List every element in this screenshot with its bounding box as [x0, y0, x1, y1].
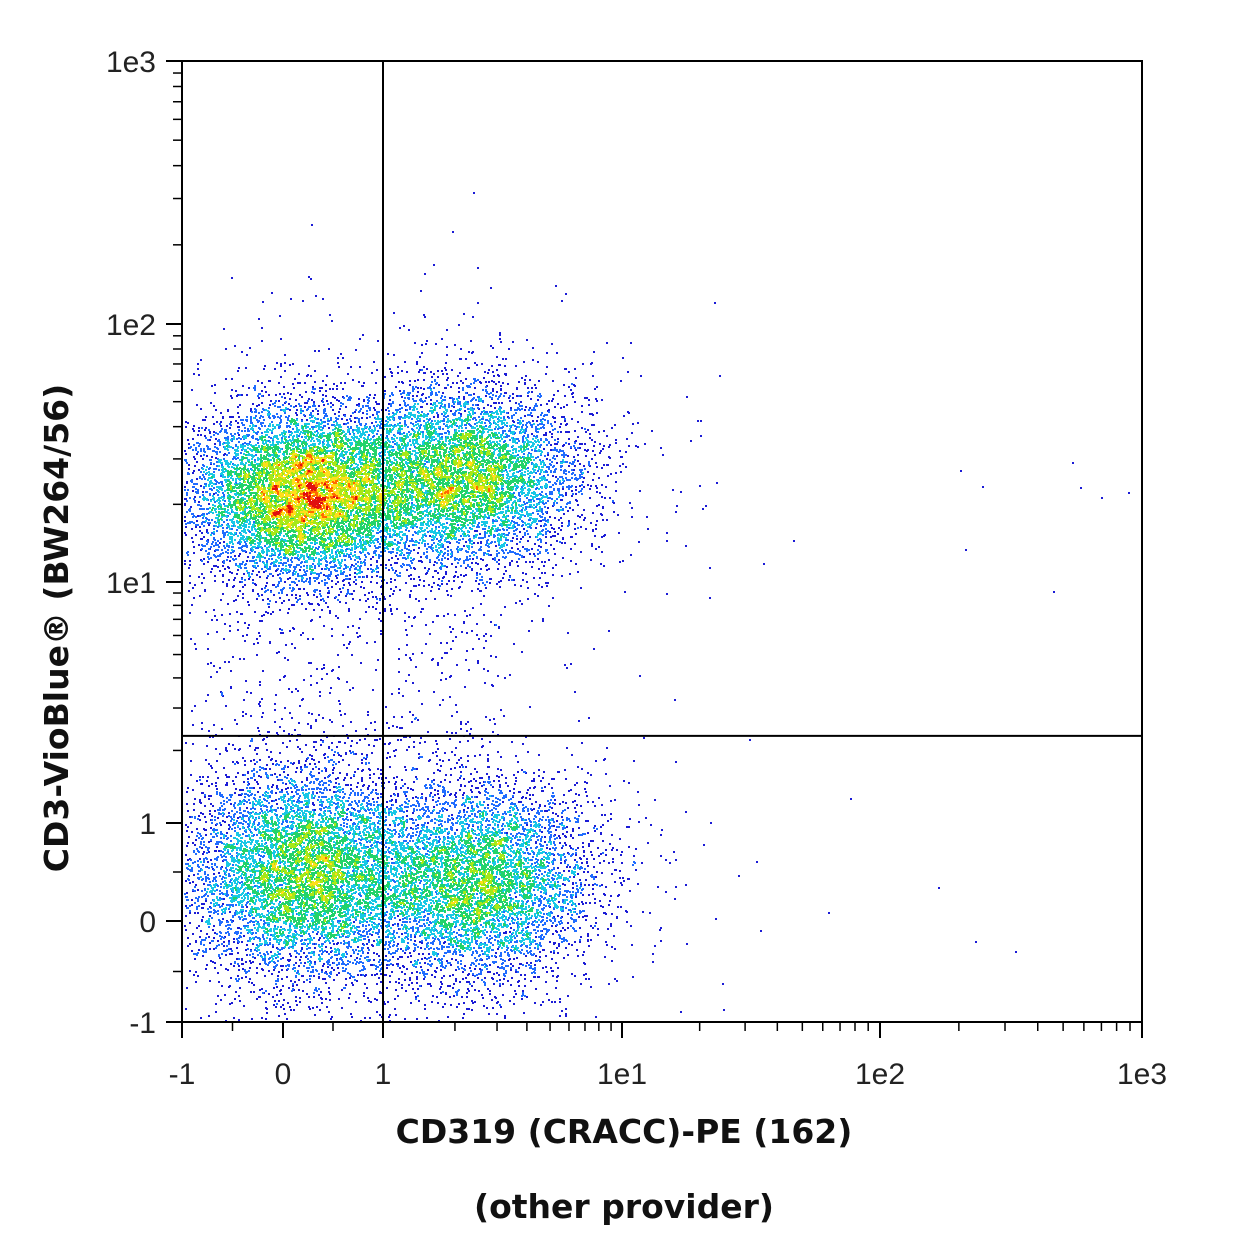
event-dots-layer [184, 192, 1130, 1022]
x-tick-label: -1 [169, 1058, 196, 1091]
y-axis: -1 0 1 1e1 1e2 1e3 [106, 46, 182, 1040]
x-tick-label: 1e1 [597, 1058, 647, 1091]
x-tick-label: 1 [375, 1058, 392, 1091]
x-axis-title: CD319 (CRACC)-PE (162) [396, 1112, 853, 1151]
x-axis-subtitle: (other provider) [474, 1187, 774, 1226]
plot-frame [181, 60, 1143, 1023]
y-tick-label: 0 [139, 906, 156, 939]
y-tick-label: 1e1 [106, 567, 156, 600]
density-dots-level-4 [230, 432, 528, 935]
x-tick-label: 1e3 [1117, 1058, 1167, 1091]
x-axis: -1 0 1 1e1 1e2 1e3 [169, 1022, 1167, 1091]
y-axis-title: CD3-VioBlue® (BW264/56) [37, 384, 76, 872]
x-tick-label: 1e2 [855, 1058, 905, 1091]
y-tick-label: 1e3 [106, 46, 156, 79]
density-dots-level-7 [272, 459, 357, 522]
x-tick-label: 0 [275, 1058, 292, 1091]
y-tick-label: 1 [139, 808, 156, 841]
y-tick-label: 1e2 [106, 309, 156, 342]
density-dots-level-3 [211, 409, 556, 950]
y-tick-label: -1 [129, 1007, 156, 1040]
density-dots-level-1 [184, 369, 636, 1006]
quadrant-gate [182, 61, 1142, 1022]
density-dots-level-0 [184, 192, 1130, 1022]
